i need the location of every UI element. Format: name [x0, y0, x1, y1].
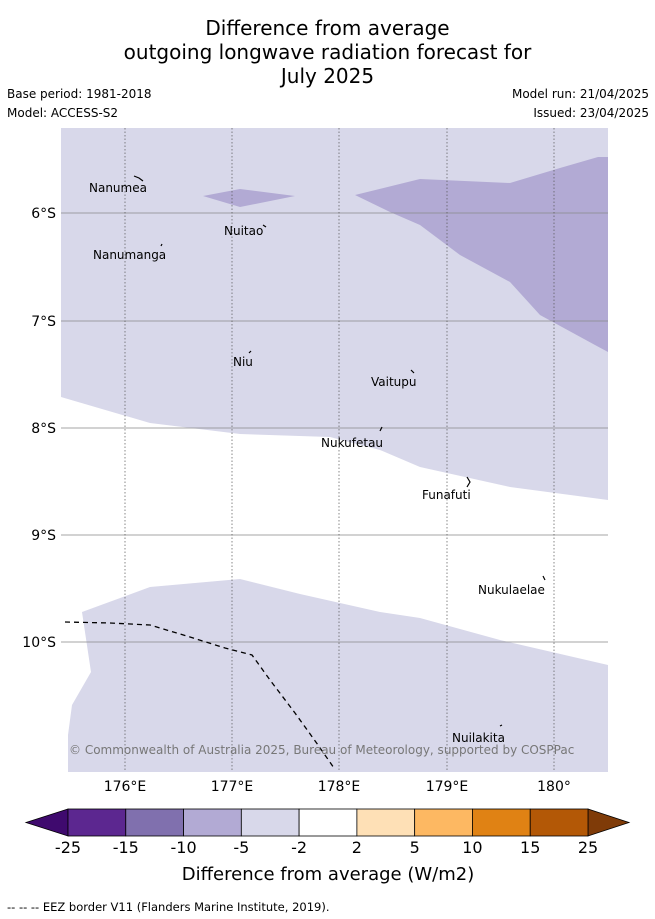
lat-tick-6s: 6°S — [31, 206, 56, 222]
colorbar-segment — [183, 808, 242, 837]
colorbar-segment — [125, 808, 184, 837]
colorbar-label: Difference from average (W/m2) — [182, 864, 474, 885]
model-run: Model run: 21/04/2025 — [511, 87, 649, 101]
title-line-3: July 2025 — [280, 64, 375, 88]
label-nanumea: Nanumea — [89, 181, 147, 195]
lon-tick-178e: 178°E — [318, 779, 361, 795]
title-line-2: outgoing longwave radiation forecast for — [123, 40, 532, 64]
model-name: Model: ACCESS-S2 — [7, 106, 119, 120]
copyright-notice: © Commonwealth of Australia 2025, Bureau… — [69, 743, 574, 757]
colorbar-tick-label: 15 — [520, 838, 540, 857]
colorbar-tick-label: 25 — [578, 838, 598, 857]
latitude-gridlines — [61, 212, 608, 643]
issued-date: Issued: 23/04/2025 — [533, 106, 649, 120]
colorbar-tick-label: 10 — [462, 838, 482, 857]
colorbar-segment — [240, 808, 300, 837]
colorbar-segment — [529, 808, 589, 837]
colorbar-segment — [298, 808, 358, 837]
island-vaitupu — [410, 369, 415, 374]
island-funafuti — [466, 476, 471, 488]
lon-tick-179e: 179°E — [426, 779, 469, 795]
label-nuitao: Nuitao — [224, 224, 263, 238]
island-nuitao — [262, 224, 267, 228]
label-funafuti: Funafuti — [422, 488, 471, 502]
lon-tick-180: 180° — [537, 779, 571, 795]
colorbar-extend-high — [587, 808, 631, 837]
lat-tick-8s: 8°S — [31, 421, 56, 437]
colorbar-segment — [67, 808, 127, 837]
chart-title: Difference from average outgoing longwav… — [0, 16, 655, 88]
longitude-gridlines — [124, 128, 555, 772]
colorbar-segment — [472, 808, 531, 837]
island-nuilakita — [499, 724, 503, 727]
lat-tick-9s: 9°S — [31, 528, 56, 544]
label-nukulaelae: Nukulaelae — [478, 583, 545, 597]
anomaly-region-south — [68, 579, 608, 772]
longitude-tick-labels: 176°E 177°E 178°E 179°E 180° — [104, 779, 571, 795]
label-vaitupu: Vaitupu — [371, 375, 417, 389]
colorbar-segment — [414, 808, 473, 837]
island-nukufetau — [379, 426, 383, 432]
lat-tick-7s: 7°S — [31, 314, 56, 330]
island-nanumanga — [160, 243, 163, 247]
anomaly-region-northeast — [355, 157, 608, 352]
colorbar-tick-label: -2 — [291, 838, 307, 857]
colorbar-tick-label: -10 — [170, 838, 196, 857]
label-nukufetau: Nukufetau — [321, 436, 383, 450]
lat-tick-10s: 10°S — [22, 635, 56, 651]
place-labels: Nanumea Nuitao Nanumanga Niu Vaitupu Nuk… — [89, 181, 545, 745]
island-nanumea — [133, 175, 144, 182]
eez-border-line — [64, 621, 335, 769]
eez-legend-note: -- -- -- EEZ border V11 (Flanders Marine… — [7, 900, 330, 914]
island-nukulaelae — [542, 575, 546, 581]
latitude-tick-labels: 6°S 7°S 8°S 9°S 10°S — [22, 206, 56, 651]
lon-tick-176e: 176°E — [104, 779, 147, 795]
label-niu: Niu — [233, 355, 253, 369]
colorbar: -25 -15 -10 -5 -2 2 5 10 15 25 — [24, 808, 631, 857]
base-period: Base period: 1981-2018 — [7, 87, 152, 101]
island-niu — [248, 350, 252, 354]
colorbar-tick-label: -15 — [113, 838, 139, 857]
colorbar-segment — [356, 808, 416, 837]
label-nanumanga: Nanumanga — [93, 248, 166, 262]
colorbar-tick-label: -25 — [55, 838, 81, 857]
colorbar-tick-label: 2 — [352, 838, 362, 857]
colorbar-tick-label: 5 — [410, 838, 420, 857]
label-nuilakita: Nuilakita — [452, 731, 505, 745]
islands — [133, 175, 546, 727]
title-line-1: Difference from average — [205, 16, 450, 40]
colorbar-extend-low — [24, 808, 69, 837]
lon-tick-177e: 177°E — [211, 779, 254, 795]
colorbar-tick-label: -5 — [233, 838, 249, 857]
anomaly-patch-small — [203, 189, 295, 207]
